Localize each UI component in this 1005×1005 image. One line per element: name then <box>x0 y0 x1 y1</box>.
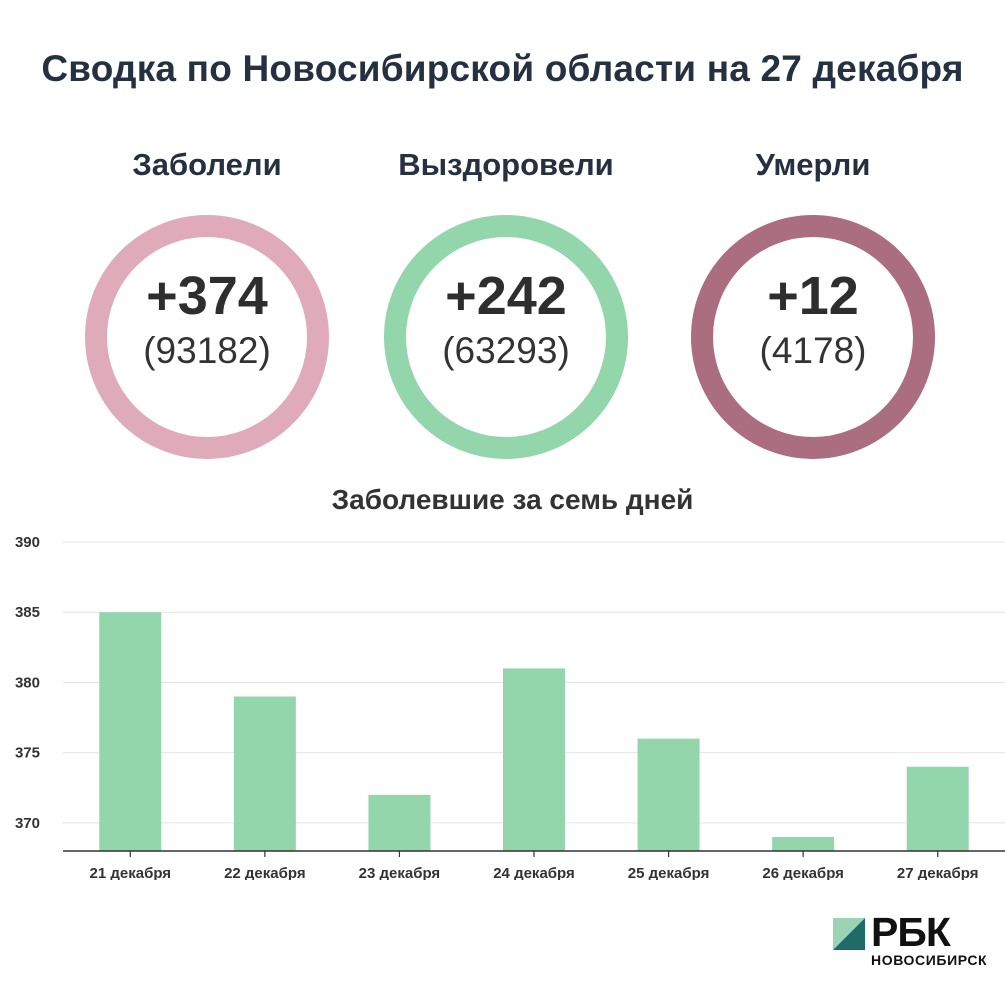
y-tick-label: 370 <box>15 815 40 832</box>
bar <box>99 612 162 851</box>
stat-recovered: Выздоровели +242 (63293) <box>356 145 656 459</box>
y-tick-label: 385 <box>15 604 40 621</box>
stat-total: (93182) <box>143 330 271 371</box>
rbc-logo-icon <box>833 918 865 950</box>
bar <box>637 738 700 851</box>
bar <box>503 668 565 851</box>
x-tick-label: 25 декабря <box>628 865 710 880</box>
x-tick-label: 23 декабря <box>359 865 441 880</box>
page-title: Сводка по Новосибирской области на 27 де… <box>41 48 964 89</box>
x-tick-label: 21 декабря <box>90 865 172 880</box>
stat-label: Выздоровели <box>398 147 614 182</box>
bar <box>368 794 431 851</box>
x-tick-label: 22 декабря <box>224 865 306 880</box>
bar-chart: 370 375 380 385 390 21 декабря 22 декабря 23 де… <box>15 534 1005 880</box>
chart-title: Заболевшие за семь дней <box>331 484 694 515</box>
stat-delta: +242 <box>445 266 567 326</box>
rbc-logo: РБК НОВОСИБИРСК <box>833 909 1005 972</box>
bar <box>772 836 835 851</box>
y-tick-label: 380 <box>15 674 40 691</box>
stat-deaths: Умерли +12 (4178) <box>663 145 963 459</box>
x-tick-label: 24 декабря <box>493 865 575 880</box>
stat-total: (4178) <box>759 330 867 371</box>
stat-label: Заболели <box>132 147 282 182</box>
stat-delta: +12 <box>767 266 859 326</box>
stat-infected: Заболели +374 (93182) <box>57 145 357 459</box>
x-tick-label: 26 декабря <box>762 865 844 880</box>
stat-label: Умерли <box>755 147 871 182</box>
logo-name: РБК <box>871 909 951 955</box>
logo-subtitle: НОВОСИБИРСК <box>871 952 988 968</box>
bar <box>233 696 296 851</box>
bar <box>906 766 969 851</box>
y-tick-label: 390 <box>15 534 40 551</box>
stat-delta: +374 <box>146 266 268 326</box>
x-tick-label: 27 декабря <box>897 865 979 880</box>
stat-total: (63293) <box>442 330 570 371</box>
y-tick-label: 375 <box>15 745 40 762</box>
